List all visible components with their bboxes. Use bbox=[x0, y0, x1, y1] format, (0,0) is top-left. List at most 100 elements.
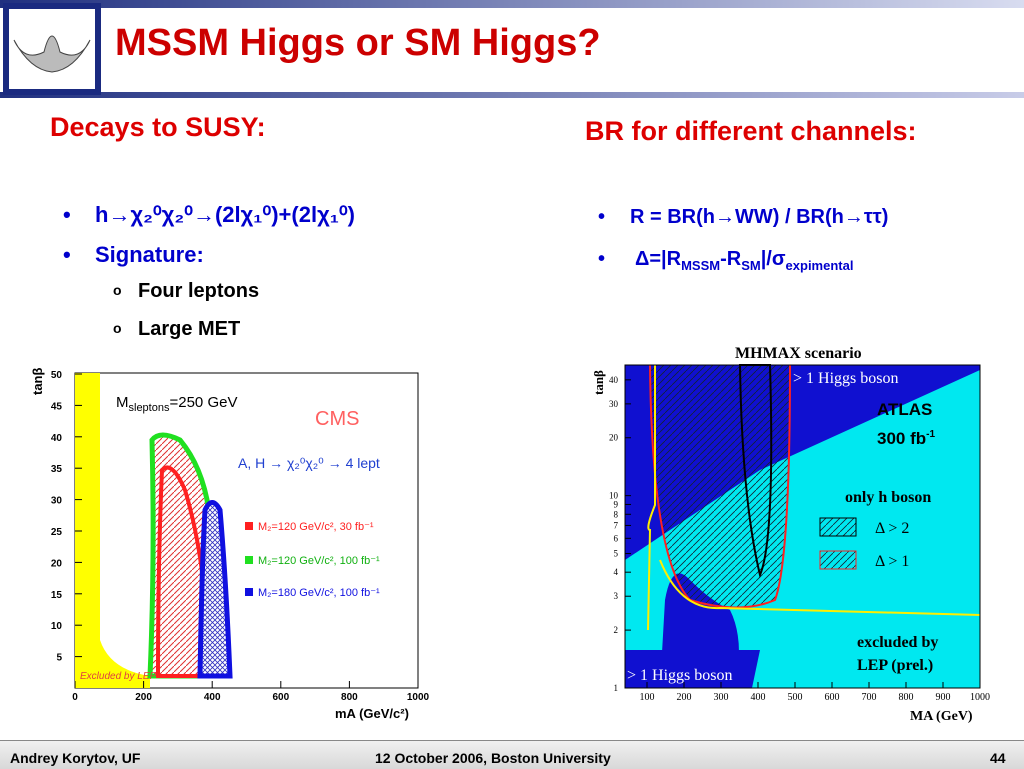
lep-text: excluded by bbox=[857, 634, 938, 651]
contour-blue bbox=[197, 500, 233, 679]
t: -R bbox=[720, 248, 742, 270]
contour-red bbox=[155, 465, 213, 678]
x-tick-label: 800 bbox=[899, 692, 914, 703]
x-tick-label: 1000 bbox=[407, 692, 430, 703]
right-border bbox=[624, 364, 981, 689]
left-heading: Decays to SUSY: bbox=[50, 112, 266, 142]
y-label: tanβ bbox=[30, 368, 45, 396]
legend-text: M₂=120 GeV/c², 30 fb⁻¹ bbox=[258, 521, 374, 533]
t: SM bbox=[741, 258, 761, 273]
x-tick-label: 0 bbox=[72, 692, 78, 703]
x-label: mA (GeV/c²) bbox=[335, 706, 409, 721]
right-heading: BR for different channels: bbox=[585, 116, 917, 146]
cms: CMS bbox=[315, 408, 359, 430]
x-tick-label: 200 bbox=[677, 692, 692, 703]
region-label: > 1 Higgs boson bbox=[793, 370, 898, 387]
only-h: only h boson bbox=[845, 489, 931, 506]
logo bbox=[3, 3, 101, 95]
footer-page: 44 bbox=[990, 750, 1006, 766]
bullet-text: Δ=|RMSSM-RSM|/σexpimental bbox=[635, 248, 853, 273]
t: Δ=|R bbox=[635, 248, 682, 270]
legend-swatch bbox=[245, 556, 253, 564]
bullet: • bbox=[598, 248, 606, 270]
lep-text: LEP (prel.) bbox=[857, 657, 933, 674]
y-tick-label: 35 bbox=[51, 464, 63, 475]
y-tick-label: 5 bbox=[614, 549, 619, 559]
y-tick-label: 9 bbox=[614, 499, 619, 509]
y-tick-label: 2 bbox=[614, 625, 619, 635]
y-tick-label: 10 bbox=[51, 621, 63, 632]
y-label: tanβ bbox=[591, 370, 606, 395]
x-tick-label: 600 bbox=[825, 692, 840, 703]
legend-text: M₂=180 GeV/c², 100 fb⁻¹ bbox=[258, 587, 380, 599]
region-label: > 1 Higgs boson bbox=[627, 667, 732, 684]
right-title: MHMAX scenario bbox=[735, 345, 862, 362]
t: expimental bbox=[785, 258, 854, 273]
bullet-text: R = BR(h→WW) / BR(h→ττ) bbox=[630, 206, 889, 228]
sub-bullet: o bbox=[113, 282, 122, 298]
x-tick-label: 600 bbox=[272, 692, 289, 703]
lep-label: Excluded by LEP bbox=[80, 671, 156, 682]
y-tick-label: 3 bbox=[614, 591, 619, 601]
delta2 bbox=[738, 364, 773, 579]
y-tick-label: 30 bbox=[609, 399, 619, 409]
y-tick-label: 30 bbox=[51, 496, 63, 507]
header-bar bbox=[0, 0, 1024, 8]
bullet: • bbox=[63, 202, 71, 227]
mass-label: Msleptons=250 GeV bbox=[116, 394, 237, 414]
lumi: 300 fb-1 bbox=[877, 429, 935, 448]
x-tick-label: 200 bbox=[135, 692, 152, 703]
sub-bullet-text: Four leptons bbox=[138, 280, 260, 302]
x-tick-label: 700 bbox=[862, 692, 877, 703]
lep-region bbox=[75, 373, 150, 688]
t: =250 GeV bbox=[169, 394, 237, 411]
x-tick-label: 400 bbox=[751, 692, 766, 703]
process: A, H → χ₂⁰χ₂⁰ → 4 lept bbox=[238, 455, 380, 471]
y-tick-label: 50 bbox=[51, 370, 63, 381]
y-tick-label: 8 bbox=[614, 509, 619, 519]
t: MSSM bbox=[681, 258, 721, 273]
footer-event: 12 October 2006, Boston University bbox=[375, 750, 611, 766]
x-label: MA (GeV) bbox=[910, 709, 973, 724]
x-tick-label: 400 bbox=[204, 692, 221, 703]
legend-swatch bbox=[819, 517, 857, 537]
y-tick-label: 25 bbox=[51, 527, 63, 538]
bullet: • bbox=[598, 206, 606, 228]
title: MSSM Higgs or SM Higgs? bbox=[115, 22, 601, 64]
legend-swatch bbox=[245, 522, 253, 530]
legend-swatch bbox=[819, 550, 857, 570]
y-tick-label: 40 bbox=[51, 433, 63, 444]
legend-text: Δ > 1 bbox=[875, 553, 909, 570]
sub-bullet: o bbox=[113, 320, 122, 336]
footer-bg bbox=[0, 740, 1024, 769]
y-tick-label: 20 bbox=[609, 433, 619, 443]
y-tick-label: 10 bbox=[609, 491, 619, 501]
lep-line bbox=[647, 365, 656, 631]
t: M bbox=[116, 394, 129, 411]
legend-swatch bbox=[245, 588, 253, 596]
y-tick-label: 40 bbox=[609, 375, 619, 385]
footer-author: Andrey Korytov, UF bbox=[10, 750, 141, 766]
y-tick-label: 15 bbox=[51, 590, 63, 601]
y-tick-label: 1 bbox=[614, 683, 619, 693]
y-tick-label: 4 bbox=[614, 567, 619, 577]
x-tick-label: 100 bbox=[640, 692, 655, 703]
x-tick-label: 900 bbox=[936, 692, 951, 703]
x-tick-label: 300 bbox=[714, 692, 729, 703]
y-tick-label: 20 bbox=[51, 558, 63, 569]
atlas: ATLAS bbox=[877, 400, 932, 419]
plots: Msleptons=250 GeV CMS A, H → χ₂⁰χ₂⁰ → 4 … bbox=[30, 345, 990, 724]
t: 300 fb bbox=[877, 429, 926, 448]
bullet-text: h→χ₂⁰χ₂⁰→(2lχ₁⁰)+(2lχ₁⁰) bbox=[95, 202, 355, 227]
legend-text: M₂=120 GeV/c², 100 fb⁻¹ bbox=[258, 555, 380, 567]
lep-line bbox=[659, 559, 981, 616]
region-blue-bottom bbox=[625, 650, 760, 688]
y-tick-label: 5 bbox=[56, 653, 62, 664]
sub-bullet-text: Large MET bbox=[138, 318, 241, 340]
bullet: • bbox=[63, 242, 71, 267]
t: |/σ bbox=[760, 248, 786, 270]
y-tick-label: 7 bbox=[614, 520, 619, 530]
header-line bbox=[0, 92, 1024, 98]
x-tick-label: 800 bbox=[341, 692, 358, 703]
